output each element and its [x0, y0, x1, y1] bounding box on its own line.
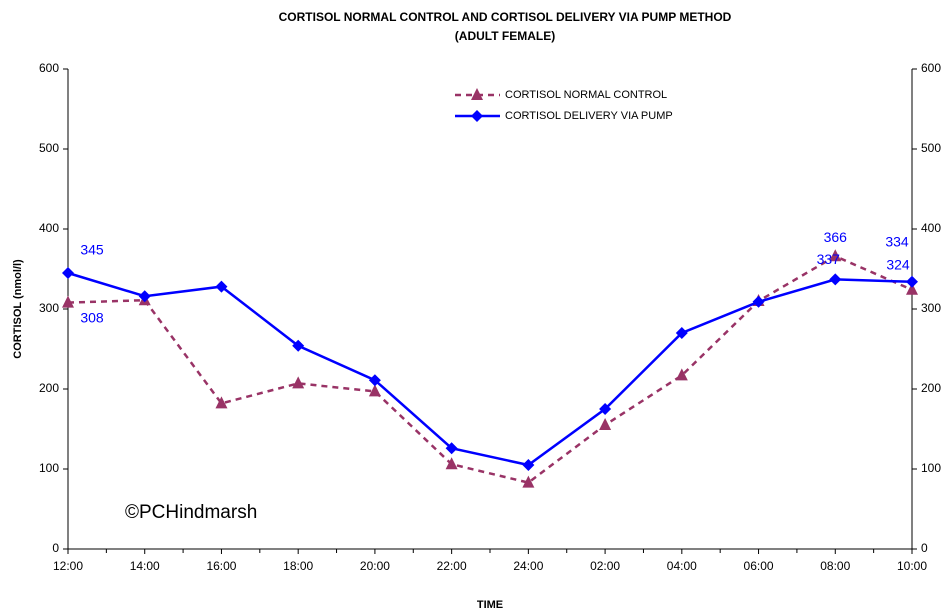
x-tick-label: 12:00 [53, 559, 83, 573]
data-label: 345 [80, 242, 104, 258]
y-tick-label: 200 [39, 381, 59, 395]
y-tick-label: 400 [39, 221, 59, 235]
x-tick-label: 06:00 [744, 559, 774, 573]
y-tick-label: 500 [39, 141, 59, 155]
x-tick-label: 24:00 [513, 559, 543, 573]
data-label: 366 [824, 229, 848, 245]
data-point [138, 290, 151, 303]
data-label: 308 [80, 309, 104, 325]
x-tick-label: 10:00 [897, 559, 927, 573]
data-point [906, 275, 918, 288]
copyright: ©PCHindmarsh [125, 502, 257, 523]
data-label: 337 [817, 251, 841, 267]
data-point [445, 457, 458, 470]
y-tick-label: 600 [39, 61, 59, 75]
y2-tick-label: 0 [921, 541, 928, 555]
y-axis-label: CORTISOL (nmol/l) [12, 259, 24, 359]
y2-tick-label: 400 [921, 221, 941, 235]
data-point [215, 280, 228, 293]
y2-tick-label: 500 [921, 141, 941, 155]
legend-marker [471, 110, 483, 122]
series-line [67, 254, 913, 484]
y2-tick-label: 300 [921, 301, 941, 315]
x-tick-label: 18:00 [283, 559, 313, 573]
data-point [599, 403, 612, 415]
legend-label: CORTISOL NORMAL CONTROL [505, 89, 667, 101]
data-label: 334 [885, 234, 909, 250]
data-point [752, 295, 765, 308]
data-point [675, 327, 688, 339]
legend-label: CORTISOL DELIVERY VIA PUMP [505, 110, 673, 122]
data-point [62, 267, 74, 279]
x-tick-label: 16:00 [206, 559, 236, 573]
x-tick-label: 08:00 [820, 559, 850, 573]
legend-marker [471, 88, 483, 100]
data-point [522, 475, 535, 488]
data-point [906, 282, 918, 295]
series-line [67, 271, 913, 467]
x-axis-label: TIME [477, 599, 503, 611]
y-tick-label: 0 [52, 541, 59, 555]
x-tick-label: 14:00 [130, 559, 160, 573]
y2-tick-label: 600 [921, 61, 941, 75]
data-point [215, 396, 228, 409]
data-point [829, 249, 842, 262]
data-point [445, 442, 458, 455]
data-point [368, 374, 381, 387]
chart-subtitle: (ADULT FEMALE) [455, 29, 555, 43]
data-point [675, 368, 688, 381]
y2-tick-label: 100 [921, 461, 941, 475]
x-tick-label: 04:00 [667, 559, 697, 573]
data-point [522, 459, 535, 471]
data-point [599, 418, 612, 430]
x-tick-label: 02:00 [590, 559, 620, 573]
data-point [292, 339, 305, 352]
data-point [829, 273, 842, 286]
x-tick-label: 20:00 [360, 559, 390, 573]
data-point [368, 384, 381, 397]
y-tick-label: 100 [39, 461, 59, 475]
chart-title: CORTISOL NORMAL CONTROL AND CORTISOL DEL… [279, 10, 732, 24]
x-tick-label: 22:00 [437, 559, 467, 573]
data-point [62, 295, 74, 308]
y-tick-label: 300 [39, 301, 59, 315]
data-label: 324 [886, 257, 910, 273]
data-point [292, 376, 305, 389]
y2-tick-label: 200 [921, 381, 941, 395]
